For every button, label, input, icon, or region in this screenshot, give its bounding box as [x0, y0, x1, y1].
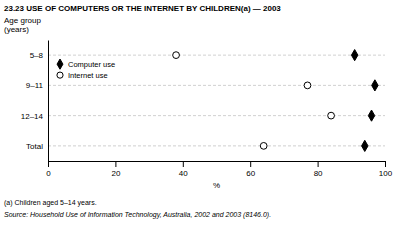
y-tick: 9–11	[26, 81, 48, 90]
legend: Computer use Internet use	[57, 59, 115, 80]
x-tick: 100	[379, 161, 393, 178]
marks	[173, 50, 378, 152]
legend-label: Internet use	[68, 71, 108, 80]
x-axis-line	[49, 162, 386, 168]
x-tick-mark	[385, 161, 386, 167]
grid	[48, 55, 385, 146]
point	[260, 142, 267, 149]
y-tick-label: 5–8	[30, 51, 44, 60]
x-tick: 40	[179, 161, 188, 178]
point	[328, 112, 335, 119]
legend-label: Computer use	[68, 60, 115, 69]
y-axis-title: Age group(years)	[4, 16, 41, 34]
x-tick-label: 20	[111, 169, 120, 178]
x-tick-mark	[318, 161, 319, 167]
y-tick: 12–14	[21, 112, 48, 121]
y-tick-label: Total	[26, 142, 43, 151]
y-axis-title-line: Age group	[4, 16, 41, 25]
title: 23.23 USE OF COMPUTERS OR THE INTERNET B…	[4, 4, 281, 13]
grid-line	[48, 85, 385, 86]
x-tick-label: 80	[314, 169, 323, 178]
point	[173, 52, 180, 59]
point	[351, 50, 357, 61]
x-tick-mark	[48, 161, 49, 167]
y-tick: Total	[26, 142, 48, 151]
x-tick-label: 0	[46, 169, 51, 178]
x-tick-mark	[115, 161, 116, 167]
point	[368, 110, 374, 121]
point	[304, 82, 311, 89]
x-axis: 0 20 40 60 80 100	[46, 161, 392, 178]
x-tick-label: 100	[379, 169, 393, 178]
chart: 23.23 USE OF COMPUTERS OR THE INTERNET B…	[0, 0, 397, 227]
y-axis-title-line: (years)	[4, 25, 29, 34]
grid-line	[48, 55, 385, 56]
x-axis-title: %	[213, 181, 220, 190]
y-tick-label: 9–11	[26, 81, 44, 90]
grid-line	[48, 145, 385, 146]
footnote: Source: Household Use of Information Tec…	[4, 211, 271, 219]
x-tick-label: 60	[246, 169, 255, 178]
x-tick: 20	[111, 161, 120, 178]
legend-item: Internet use	[57, 71, 108, 80]
x-tick-label: 40	[179, 169, 188, 178]
footnote: (a) Children aged 5–14 years.	[4, 199, 97, 207]
legend-marker	[57, 59, 63, 69]
y-axis-line	[48, 41, 49, 162]
x-tick: 60	[246, 161, 255, 178]
y-tick: 5–8	[30, 51, 48, 60]
legend-item: Computer use	[57, 59, 115, 69]
legend-marker	[57, 72, 63, 78]
point	[362, 140, 368, 151]
point	[372, 80, 378, 91]
y-tick-label: 12–14	[21, 112, 44, 121]
x-tick-mark	[183, 161, 184, 167]
x-tick: 80	[314, 161, 323, 178]
x-tick: 0	[46, 161, 51, 178]
x-tick-mark	[250, 161, 251, 167]
y-axis: 5–8 9–11 12–14 Total	[21, 41, 49, 162]
